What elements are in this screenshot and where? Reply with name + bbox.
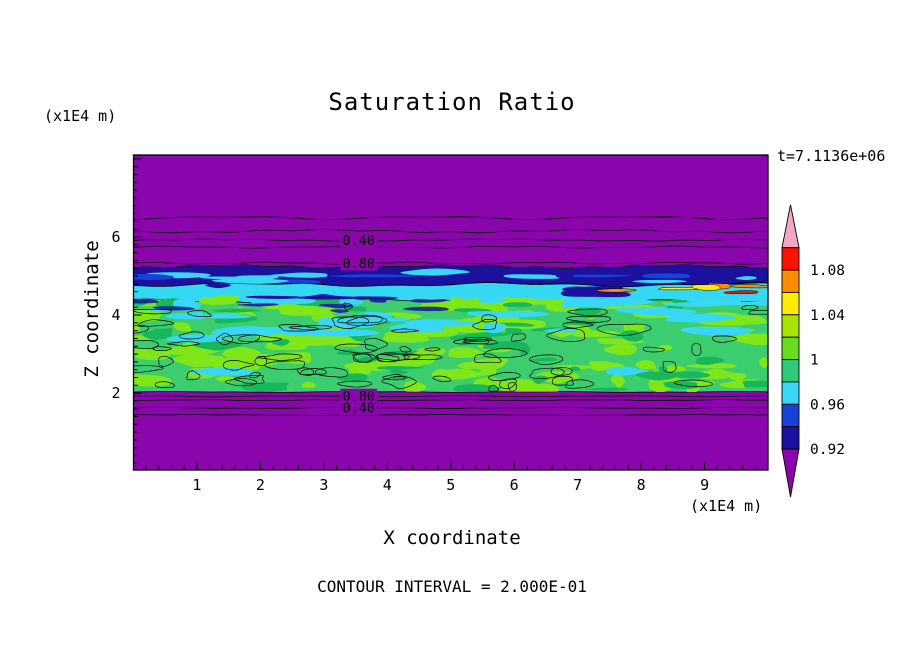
x-tick-label: 7	[573, 476, 582, 494]
x-tick-label: 6	[510, 476, 519, 494]
x-axis-label: X coordinate	[383, 527, 521, 549]
x-tick-label: 5	[446, 476, 455, 494]
green-band-texture	[133, 295, 768, 393]
svg-text:0.40: 0.40	[342, 401, 375, 417]
plot-title: Saturation Ratio	[328, 88, 576, 116]
x-tick-label: 4	[383, 476, 392, 494]
x-tick-label: 9	[700, 476, 709, 494]
colorbar-tick-label: 1	[810, 353, 819, 369]
x-tick-label: 2	[256, 476, 265, 494]
contour-interval-note: CONTOUR INTERVAL = 2.000E-01	[317, 577, 587, 596]
z-tick-label: 6	[111, 228, 120, 246]
colorbar-tick-label: 1.04	[810, 308, 845, 324]
z-tick-label: 4	[111, 306, 120, 324]
z-axis-unit: (x1E4 m)	[44, 107, 117, 125]
contour-lines	[133, 216, 769, 417]
axis-ticks	[133, 158, 756, 470]
colorbar-above-max-arrow	[781, 204, 800, 249]
z-tick-label: 2	[111, 384, 120, 402]
colorbar-tick-label: 1.08	[810, 263, 845, 279]
colorbar-below-min-arrow	[781, 448, 800, 498]
x-tick-label: 1	[192, 476, 201, 494]
contour-label: 0.40	[340, 232, 377, 249]
x-tick-label: 8	[637, 476, 646, 494]
svg-text:0.40: 0.40	[342, 233, 375, 249]
colorbar-tick-label: 0.96	[810, 397, 845, 413]
colorbar-tick-label: 0.92	[810, 442, 845, 458]
contour-label: 0.40	[340, 400, 377, 417]
time-annotation: t=7.1136e+06	[777, 147, 886, 165]
svg-text:0.80: 0.80	[342, 256, 375, 272]
contour-label: 0.80	[340, 255, 377, 272]
x-tick-label: 3	[319, 476, 328, 494]
z-axis-label: Z coordinate	[81, 240, 103, 378]
navy-layer-texture	[133, 268, 757, 285]
colorbar: 1.08 1.04 1 0.96 0.92	[781, 204, 845, 498]
x-axis-unit: (x1E4 m)	[690, 497, 763, 515]
